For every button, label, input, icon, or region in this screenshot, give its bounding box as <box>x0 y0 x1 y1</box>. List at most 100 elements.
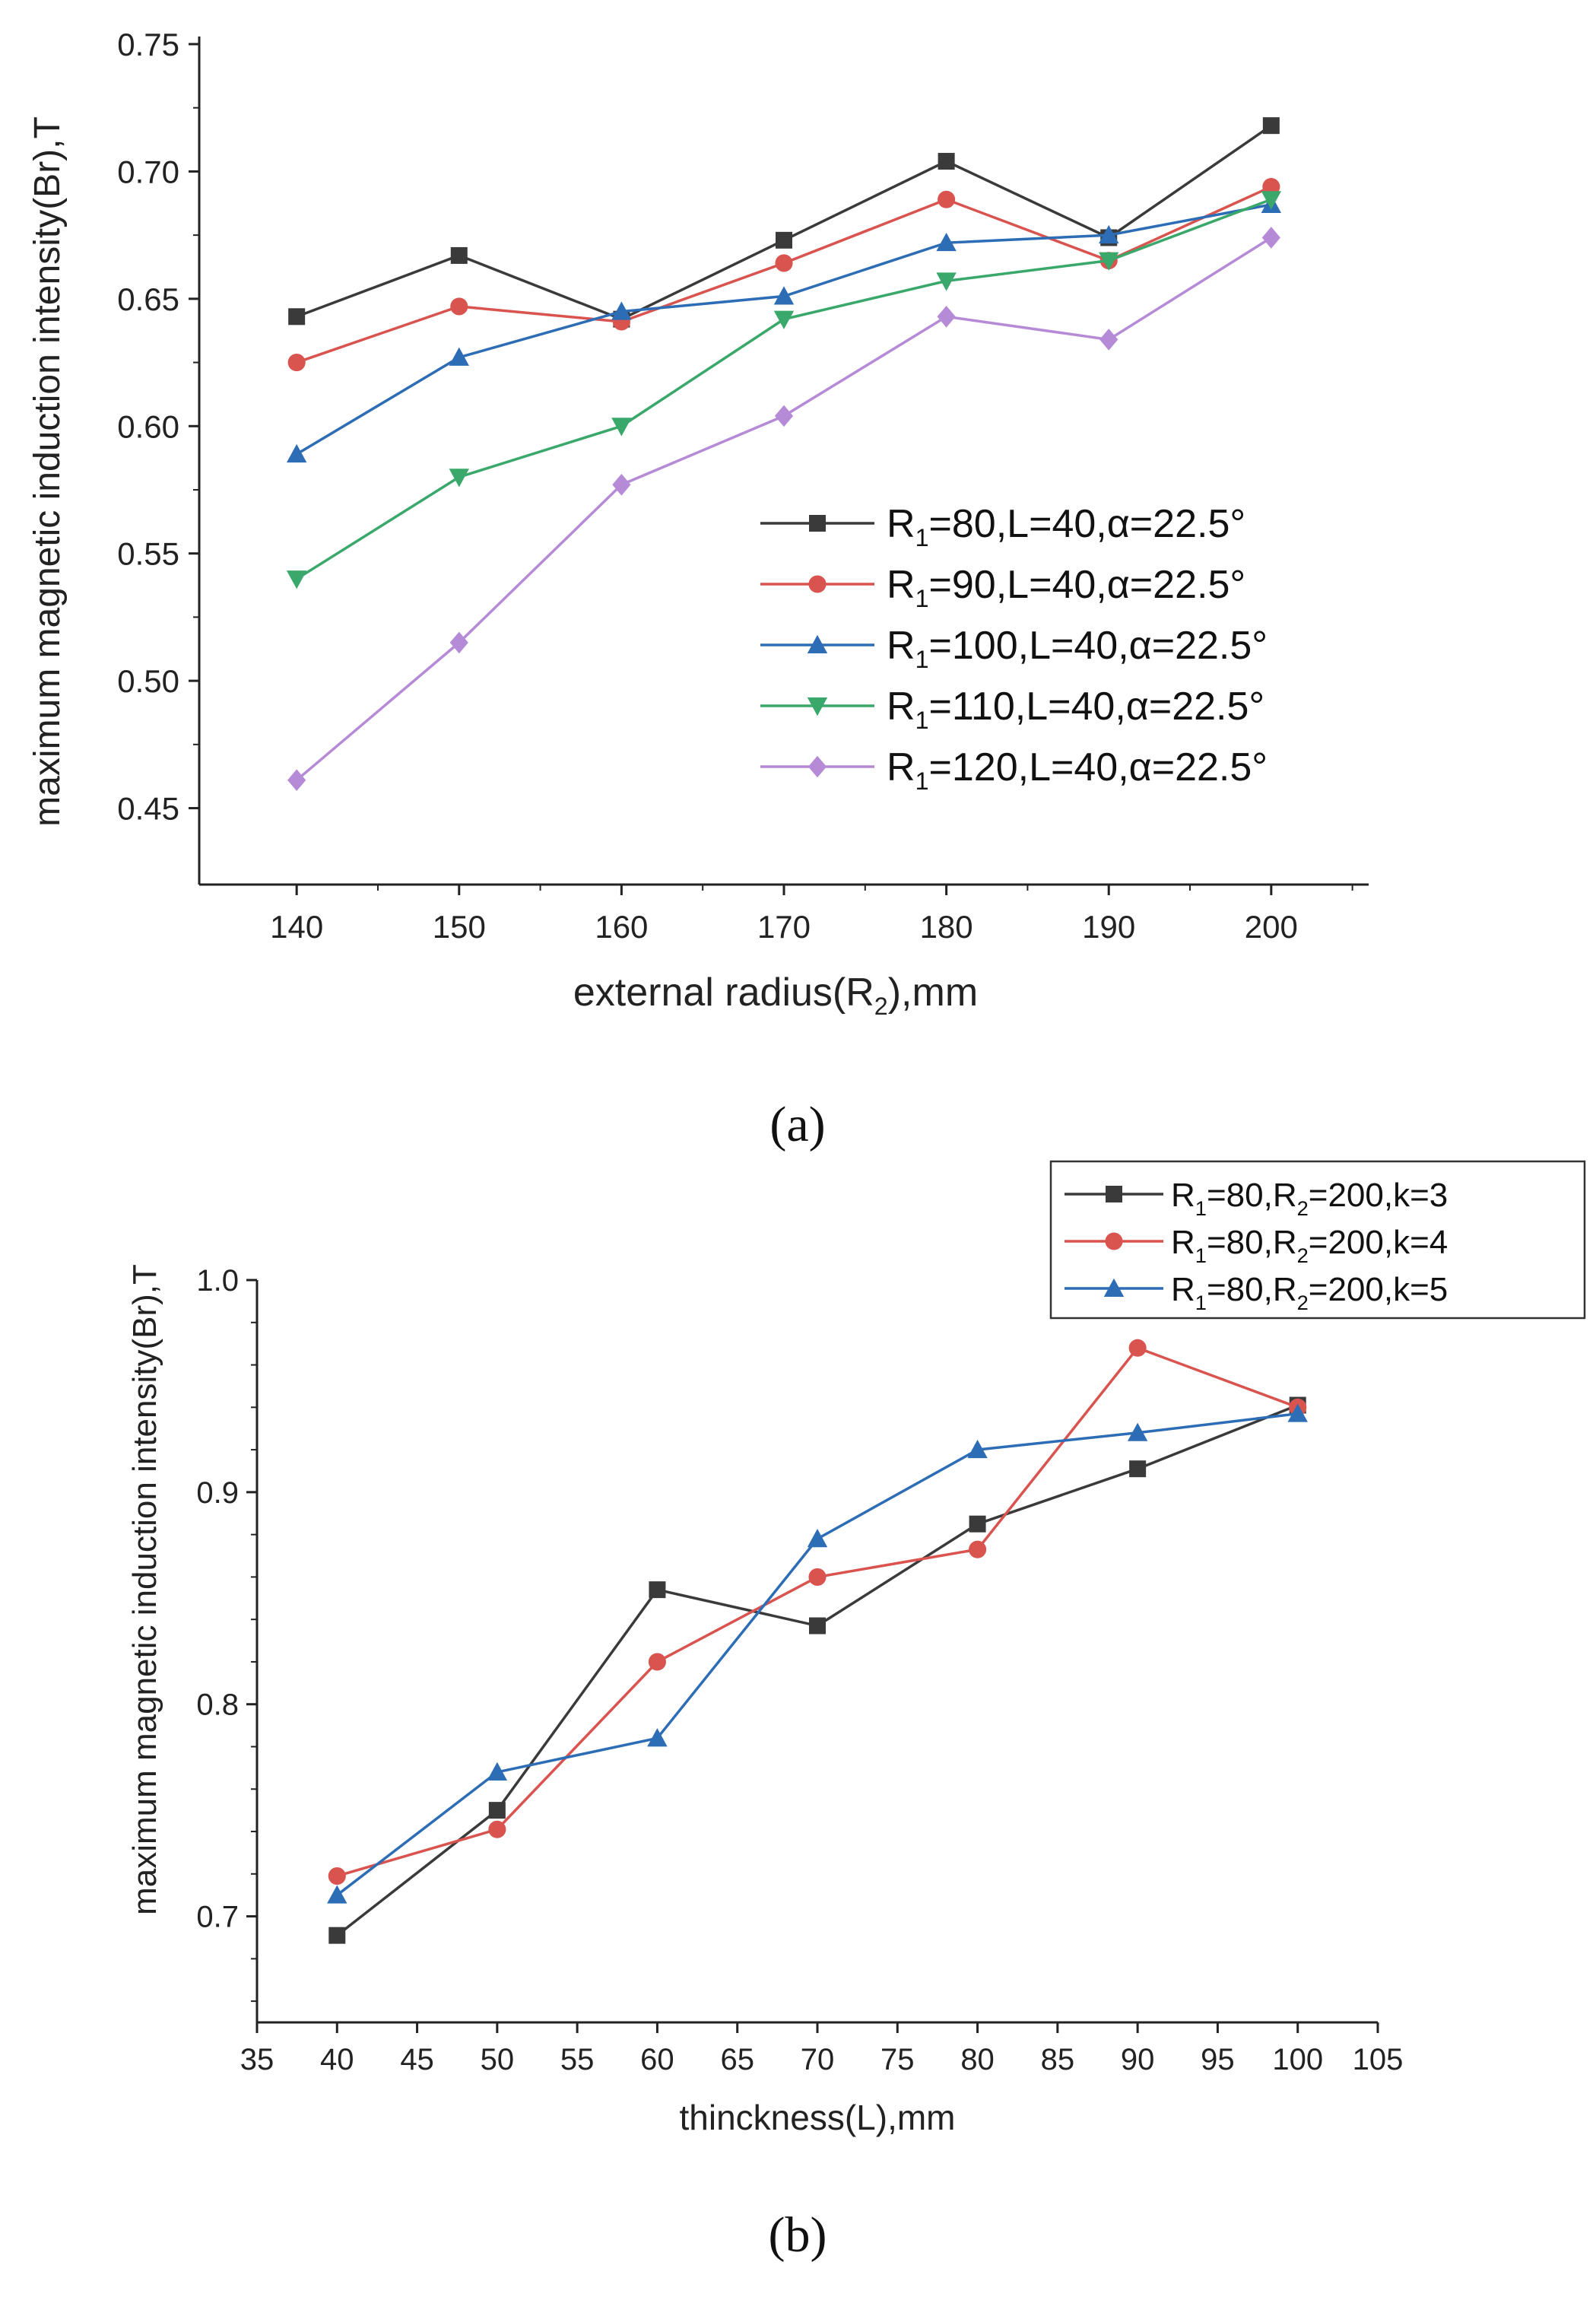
legend-marker <box>808 575 827 593</box>
data-point <box>1129 1460 1147 1478</box>
data-point <box>287 769 306 792</box>
x-tick-label: 200 <box>1245 909 1298 945</box>
series-a-5 <box>287 227 1280 792</box>
chart-a-ticks: 0.45 0.50 0.55 0.60 0.65 0.70 0.75 140 150 160 170… <box>117 27 1353 945</box>
x-tick-label: 65 <box>720 2043 754 2076</box>
legend-box <box>1049 1160 1586 1320</box>
series-b-2 <box>328 1339 1307 1885</box>
legend-a-item-4: R1=110,L=40,α=22.5° <box>760 685 1264 734</box>
y-tick-label: 0.75 <box>117 27 179 62</box>
x-tick-label: 100 <box>1272 2043 1323 2076</box>
series-a-4 <box>286 191 1282 589</box>
y-tick-label: 0.65 <box>117 281 179 317</box>
legend-label: R1=120,L=40,α=22.5° <box>887 745 1268 795</box>
chart-a: 0.45 0.50 0.55 0.60 0.65 0.70 0.75 140 150 160 170… <box>27 27 1369 1152</box>
data-point <box>1127 1422 1148 1441</box>
y-tick-label: 0.70 <box>117 154 179 189</box>
data-point <box>1128 1339 1147 1357</box>
legend-b-item-2: R1=80,R2=200,k=4 <box>1065 1224 1448 1267</box>
y-tick-label: 0.50 <box>117 663 179 699</box>
data-point <box>774 405 794 427</box>
series-a-3 <box>286 194 1282 463</box>
data-point <box>612 473 631 496</box>
legend-label: R1=80,R2=200,k=5 <box>1171 1271 1448 1314</box>
data-point <box>773 286 795 305</box>
x-tick-label: 45 <box>400 2043 434 2076</box>
data-point <box>938 153 955 170</box>
series-line <box>336 1346 1299 1878</box>
chart-a-ylabel: maximum magnetic induction intensity(Br)… <box>27 116 68 827</box>
data-point <box>327 1885 347 1904</box>
x-tick-label: 55 <box>560 2043 595 2076</box>
x-tick-label: 140 <box>270 909 323 945</box>
x-tick-label: 90 <box>1121 2043 1155 2076</box>
chart-a-caption: (a) <box>769 1097 825 1152</box>
data-point <box>1262 117 1280 135</box>
y-tick-label: 0.60 <box>117 408 179 444</box>
series-line <box>296 185 1272 364</box>
legend-label: R1=100,L=40,α=22.5° <box>887 624 1268 673</box>
data-point <box>809 1617 826 1634</box>
chart-b-caption: (b) <box>769 2207 827 2263</box>
chart-b-axes <box>255 1280 1378 2024</box>
data-point <box>936 272 957 291</box>
series-line <box>336 1403 1299 1937</box>
x-tick-label: 60 <box>640 2043 674 2076</box>
chart-a-xlabel: external radius(R2),mm <box>573 971 978 1020</box>
data-point <box>328 1927 346 1944</box>
x-tick-label: 150 <box>433 909 486 945</box>
x-tick-label: 95 <box>1201 2043 1235 2076</box>
data-point <box>449 469 469 488</box>
series-b-3 <box>327 1403 1308 1904</box>
data-point <box>969 1515 986 1533</box>
series-a-2 <box>287 177 1280 372</box>
x-tick-label: 85 <box>1041 2043 1075 2076</box>
legend-marker <box>1106 1186 1122 1202</box>
chart-b: 0.7 0.8 0.9 1.0 35 40 45 50 55 60 65 70 75 80 85 90 95 10… <box>126 1160 1586 2263</box>
legend-label: R1=90,L=40,α=22.5° <box>887 563 1245 612</box>
data-point <box>936 232 957 252</box>
y-tick-label: 0.55 <box>117 536 179 572</box>
legend-label: R1=80,R2=200,k=4 <box>1171 1224 1448 1267</box>
data-point <box>773 310 795 329</box>
legend-marker <box>1105 1232 1123 1250</box>
x-tick-label: 105 <box>1353 2043 1404 2076</box>
data-point <box>1099 224 1119 244</box>
legend-a-item-3: R1=100,L=40,α=22.5° <box>760 624 1268 673</box>
y-tick-label: 1.0 <box>196 1264 239 1298</box>
legend-b-item-3: R1=80,R2=200,k=5 <box>1065 1271 1448 1314</box>
chart-b-ticks: 0.7 0.8 0.9 1.0 35 40 45 50 55 60 65 70 75 80 85 90 95 10… <box>196 1264 1403 2076</box>
x-tick-label: 70 <box>801 2043 835 2076</box>
data-point <box>969 1540 987 1558</box>
y-tick-label: 0.9 <box>196 1476 239 1510</box>
chart-b-legend: R1=80,R2=200,k=3R1=80,R2=200,k=4R1=80,R2… <box>1049 1160 1586 1320</box>
data-point <box>1261 227 1280 249</box>
legend-marker <box>1103 1278 1125 1297</box>
x-tick-label: 40 <box>320 2043 354 2076</box>
data-point <box>288 308 306 326</box>
chart-b-ylabel: maximum magnetic induction intensity(Br)… <box>126 1264 163 1915</box>
data-point <box>286 443 307 463</box>
data-point <box>807 1529 828 1548</box>
data-point <box>649 1581 666 1599</box>
legend-a-item-2: R1=90,L=40,α=22.5° <box>760 563 1245 612</box>
x-tick-label: 170 <box>757 909 811 945</box>
data-point <box>488 1820 506 1838</box>
x-tick-label: 180 <box>920 909 973 945</box>
chart-b-xlabel: thinckness(L),mm <box>680 2098 956 2137</box>
series-b-1 <box>328 1396 1306 1944</box>
x-tick-label: 35 <box>240 2043 274 2076</box>
x-tick-label: 160 <box>595 909 648 945</box>
chart-a-series <box>286 117 1282 792</box>
legend-label: R1=110,L=40,α=22.5° <box>887 685 1264 734</box>
data-point <box>611 418 632 437</box>
data-point <box>449 631 468 654</box>
y-tick-label: 0.45 <box>117 791 179 827</box>
legend-marker <box>807 697 828 716</box>
x-tick-label: 190 <box>1082 909 1135 945</box>
data-point <box>1099 329 1118 351</box>
data-point <box>287 354 306 372</box>
x-tick-label: 80 <box>960 2043 995 2076</box>
data-point <box>488 1802 506 1819</box>
data-point <box>449 347 469 366</box>
